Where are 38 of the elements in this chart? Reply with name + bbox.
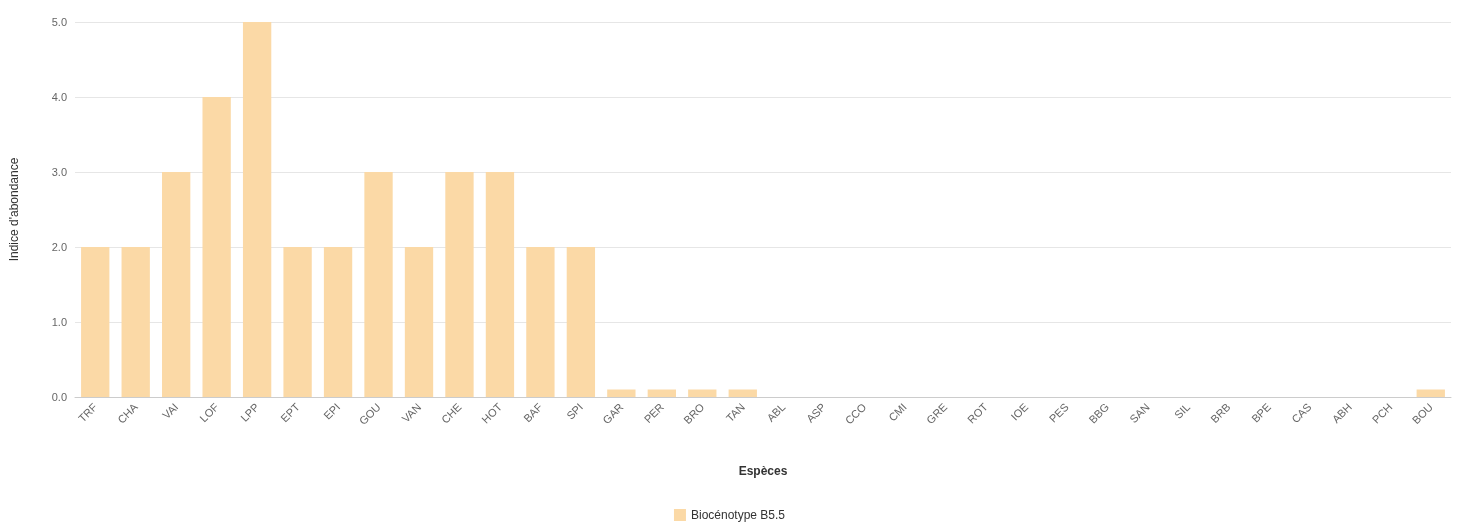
bar [283, 247, 312, 397]
bar [202, 97, 231, 397]
y-tick-label: 4.0 [51, 91, 67, 103]
bar [323, 247, 353, 397]
bar [485, 172, 515, 397]
bar [162, 172, 191, 397]
bar [242, 22, 272, 397]
x-tick-label: IOE [1008, 400, 1031, 423]
x-tick-label: CHA [115, 400, 141, 426]
y-tick-label: 2.0 [51, 241, 67, 253]
bar [81, 247, 110, 397]
x-tick-label: ABL [764, 400, 788, 424]
y-axis-title: Indice d'abondance [7, 157, 21, 262]
y-tick-label: 0.0 [51, 391, 67, 403]
x-tick-label: VAI [159, 400, 181, 422]
bar [121, 247, 150, 397]
x-tick-label: VAN [399, 400, 424, 425]
y-tick-label: 5.0 [51, 16, 67, 28]
bar [728, 389, 757, 397]
x-tick-label: TRF [75, 400, 100, 425]
x-axis-title: Espèces [738, 464, 788, 478]
bar [526, 247, 555, 397]
x-tick-label: CMI [886, 400, 909, 424]
legend-label: Biocénotype B5.5 [690, 508, 786, 522]
x-tick-label: EPI [321, 400, 343, 422]
bar [1416, 389, 1445, 397]
x-tick-label: SPI [564, 400, 586, 422]
bar [404, 247, 434, 397]
bar [647, 389, 676, 397]
bar [688, 389, 717, 397]
bar [364, 172, 393, 397]
bar [607, 389, 636, 397]
x-tick-label: TAN [723, 400, 748, 425]
y-tick-label: 3.0 [51, 166, 67, 178]
x-tick-label: SIL [1172, 400, 1193, 421]
bar [445, 172, 474, 397]
bar [566, 247, 596, 397]
y-tick-label: 1.0 [51, 316, 67, 328]
